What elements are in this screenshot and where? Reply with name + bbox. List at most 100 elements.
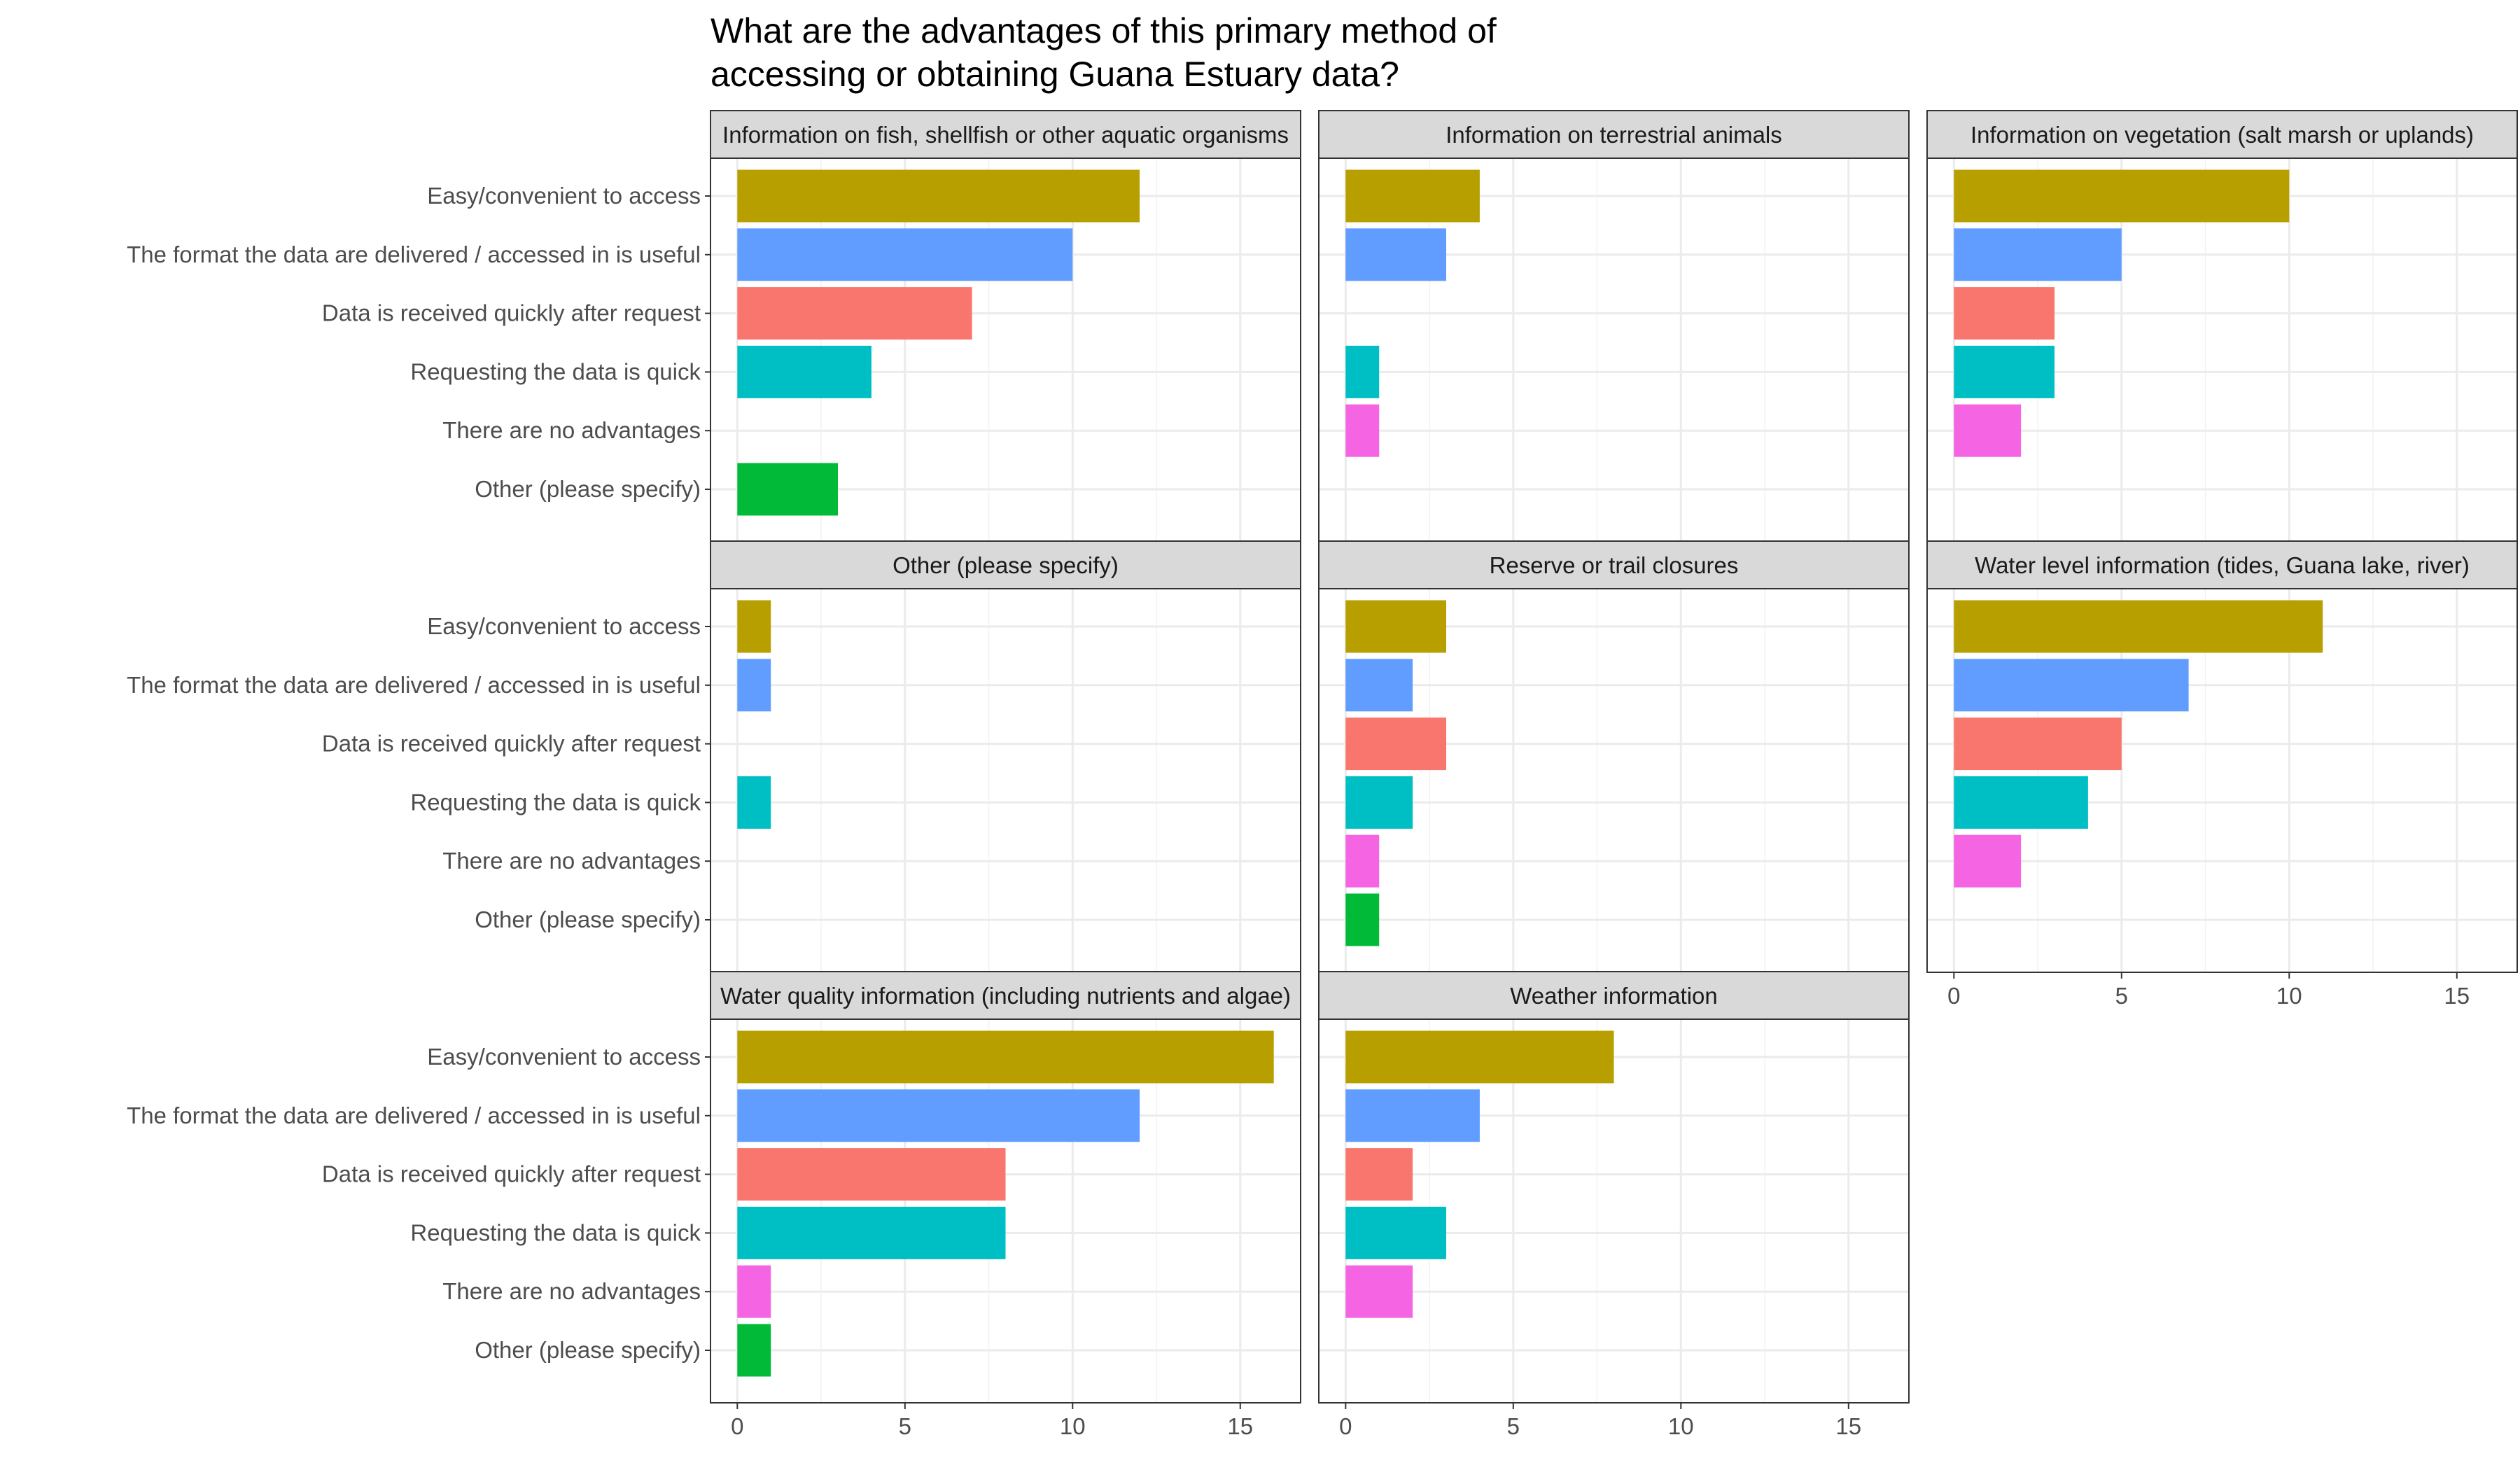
bar — [1954, 404, 2022, 457]
category-label: Requesting the data is quick — [410, 1219, 701, 1245]
x-tick-label: 10 — [2276, 983, 2302, 1009]
bar — [1954, 776, 2088, 829]
x-tick-label: 5 — [2115, 983, 2128, 1009]
bar — [737, 1030, 1274, 1084]
category-label: Other (please specify) — [475, 1337, 701, 1363]
bar — [1345, 659, 1413, 712]
category-label: Data is received quickly after request — [322, 1161, 701, 1187]
category-label: There are no advantages — [442, 848, 701, 874]
bar — [1954, 169, 2290, 223]
panel-strip — [710, 540, 1301, 589]
category-label: Requesting the data is quick — [410, 358, 701, 384]
bar — [1954, 287, 2055, 340]
bar — [737, 776, 771, 829]
x-tick-label: 0 — [1339, 1413, 1352, 1439]
category-label: Easy/convenient to access — [427, 1044, 701, 1070]
bar — [1345, 600, 1447, 653]
panel-title: Water level information (tides, Guana la… — [1975, 552, 2470, 578]
bar — [1954, 834, 2022, 888]
panel: Other (please specify) Easy/convenient to… — [127, 540, 1301, 973]
panel: Information on fish, shellfish or other … — [127, 110, 1301, 542]
panel-strip — [1318, 540, 1910, 589]
bar — [1345, 1148, 1413, 1201]
category-label: The format the data are delivered / acce… — [127, 672, 701, 698]
bar — [1954, 345, 2055, 398]
panel-title: Water quality information (including nut… — [720, 983, 1291, 1009]
panel-border — [1926, 588, 2518, 973]
category-label: The format the data are delivered / acce… — [127, 1102, 701, 1128]
category-label: There are no advantages — [442, 417, 701, 443]
panel: Reserve or trail closures — [1318, 540, 1910, 973]
category-label: There are no advantages — [442, 1278, 701, 1304]
bar — [1345, 1089, 1480, 1142]
category-label: Data is received quickly after request — [322, 731, 701, 757]
chart-panels: Information on fish, shellfish or other … — [127, 110, 2518, 1439]
panel: Weather information 0 5 10 15 — [1318, 971, 1910, 1439]
bar — [1345, 404, 1380, 457]
category-label: Easy/convenient to access — [427, 613, 701, 639]
x-tick-label: 5 — [899, 1413, 911, 1439]
bar — [737, 659, 771, 712]
panel: Information on terrestrial animals — [1318, 110, 1910, 542]
bar — [1345, 345, 1380, 398]
bar — [1345, 169, 1480, 223]
bar — [1954, 718, 2122, 771]
bar — [737, 600, 771, 653]
x-tick-label: 0 — [731, 1413, 743, 1439]
category-label: Requesting the data is quick — [410, 789, 701, 815]
bar — [1345, 1206, 1447, 1259]
panel: Information on vegetation (salt marsh or… — [1926, 110, 2518, 542]
x-tick-label: 15 — [1227, 1413, 1253, 1439]
panel-strip — [710, 110, 1301, 159]
bar — [1345, 1265, 1413, 1318]
panel-strip — [1926, 110, 2518, 159]
panel-border — [1318, 1018, 1910, 1404]
panel-title: Other (please specify) — [892, 552, 1119, 578]
bar — [737, 1089, 1140, 1142]
bar — [737, 463, 839, 516]
category-label: Other (please specify) — [475, 476, 701, 502]
category-label: The format the data are delivered / acce… — [127, 241, 701, 267]
chart-title-line-2: accessing or obtaining Guana Estuary dat… — [710, 55, 1399, 94]
panel-title: Information on terrestrial animals — [1446, 122, 1782, 148]
panel-background — [710, 589, 1301, 972]
bar — [1345, 1030, 1614, 1084]
panel-border — [710, 1018, 1301, 1404]
category-label: Data is received quickly after request — [322, 300, 701, 326]
bar — [1954, 600, 2323, 653]
bar — [737, 345, 872, 398]
panel: Water level information (tides, Guana la… — [1926, 540, 2518, 1009]
bar — [1345, 228, 1447, 281]
panel: Water quality information (including nut… — [127, 971, 1301, 1439]
bar — [737, 1148, 1006, 1201]
panel-title: Information on fish, shellfish or other … — [722, 122, 1289, 148]
x-tick-label: 15 — [1835, 1413, 1861, 1439]
x-tick-label: 15 — [2444, 983, 2470, 1009]
panel-title: Reserve or trail closures — [1490, 552, 1739, 578]
x-tick-label: 0 — [1947, 983, 1960, 1009]
panel-title: Information on vegetation (salt marsh or… — [1970, 122, 2474, 148]
bar — [1345, 718, 1447, 771]
bar — [1954, 228, 2122, 281]
panel-strip — [1926, 540, 2518, 589]
chart-title-line-1: What are the advantages of this primary … — [710, 11, 1497, 50]
panel-title: Weather information — [1510, 983, 1718, 1009]
bar — [737, 1265, 771, 1318]
panel-strip — [1318, 971, 1910, 1020]
category-label: Other (please specify) — [475, 906, 701, 932]
bar — [737, 287, 972, 340]
bar — [737, 228, 1073, 281]
bar — [1345, 834, 1380, 888]
x-tick-label: 10 — [1060, 1413, 1086, 1439]
x-tick-label: 5 — [1507, 1413, 1520, 1439]
bar — [1954, 659, 2189, 712]
bar — [737, 169, 1140, 223]
bar — [737, 1206, 1006, 1259]
panel-strip — [1318, 110, 1910, 159]
x-tick-label: 10 — [1668, 1413, 1694, 1439]
bar — [1345, 776, 1413, 829]
bar — [737, 1324, 771, 1377]
bar — [1345, 893, 1380, 946]
category-label: Easy/convenient to access — [427, 183, 701, 209]
